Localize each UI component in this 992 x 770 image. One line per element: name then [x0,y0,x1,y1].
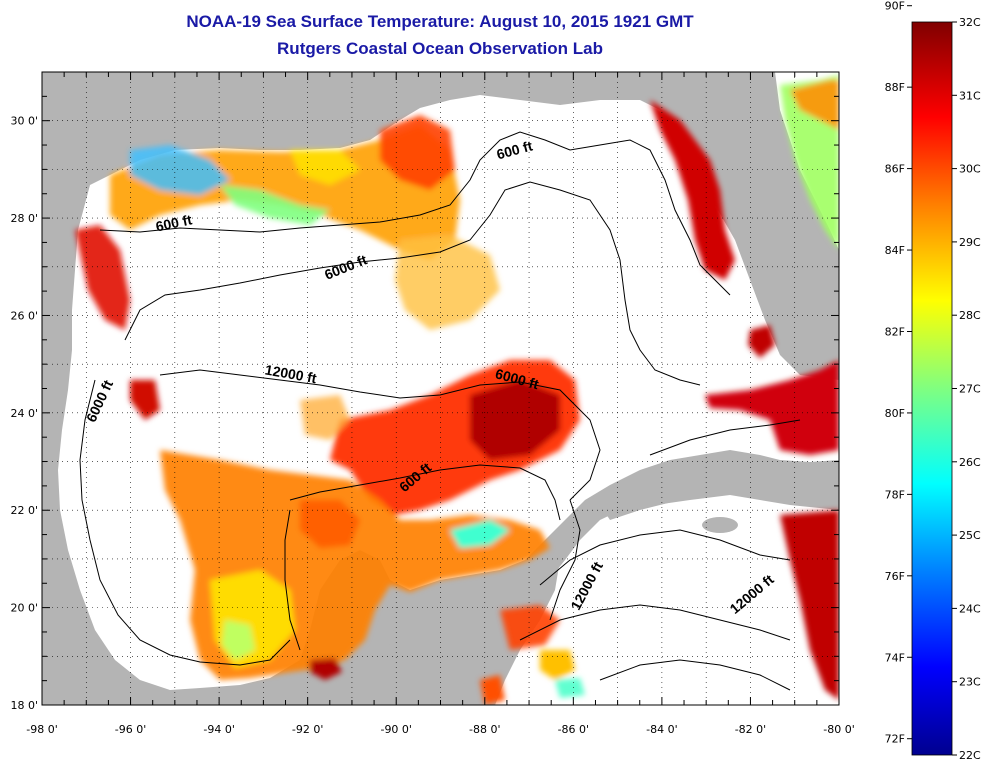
depth-contours [79,131,801,691]
contour-6000ft-north [124,181,701,386]
lat-tick-label: 26 0' [10,309,38,322]
cuba-land [600,462,839,520]
contour-caribbean-c [599,659,791,691]
fahrenheit-label: 90F [885,0,905,13]
celsius-label: 30C [959,163,981,176]
lon-tick-label: -92 0' [292,723,324,736]
fahrenheit-label: 78F [885,488,905,501]
celsius-label: 29C [959,236,981,249]
colorbar-ticks: 32C 31C 30C 29C 28C 27C 26C 25C 24C 23C 22C 90F 88F 8… [885,0,981,762]
lat-tick-label: 24 0' [10,407,38,420]
contour-600ft-north [99,131,731,296]
yucatan-land [380,548,560,705]
fahrenheit-label: 74F [885,651,905,664]
fahrenheit-label: 86F [885,163,905,176]
lat-tick-label: 30 0' [10,115,38,128]
celsius-label: 22C [959,749,981,762]
ocean-layer [58,72,839,705]
celsius-label: 24C [959,602,981,615]
lon-tick-label: -84 0' [646,723,678,736]
island-land [702,517,738,533]
lon-tick-label: -88 0' [469,723,501,736]
fahrenheit-label: 82F [885,325,905,338]
map-grid [42,72,839,705]
contour-florida-straits [649,419,801,456]
fahrenheit-label: 80F [885,407,905,420]
lat-tick-label: 22 0' [10,504,38,517]
lat-tick-label: 18 0' [10,699,38,712]
lat-tick-label: 28 0' [10,212,38,225]
lon-tick-label: -80 0' [823,723,855,736]
contour-cayman [549,499,581,621]
contour-caribbean-b [519,604,791,641]
contour-6000ft-west [79,379,291,666]
celsius-label: 27C [959,383,981,396]
lon-tick-label: -90 0' [380,723,412,736]
celsius-label: 25C [959,529,981,542]
lon-tick-label: -94 0' [203,723,235,736]
lon-tick-label: -82 0' [735,723,767,736]
sst-data [75,75,839,705]
contour-600ft-campeche [284,509,301,651]
fahrenheit-label: 76F [885,570,905,583]
colorbar [911,21,953,756]
map-title: NOAA-19 Sea Surface Temperature: August … [186,12,694,31]
fahrenheit-label: 84F [885,244,905,257]
celsius-label: 32C [959,16,981,29]
lon-tick-label: -96 0' [115,723,147,736]
celsius-label: 28C [959,309,981,322]
lat-tick-label: 20 0' [10,602,38,615]
contour-600ft-yucatan [289,464,561,521]
axis-ticks: -98 0' -96 0' -94 0' -92 0' -90 0' -88 0' -86 … [10,71,855,736]
celsius-label: 23C [959,676,981,689]
contour-12000ft [159,369,601,501]
map-subtitle: Rutgers Coastal Ocean Observation Lab [277,39,603,58]
lon-tick-label: -86 0' [558,723,590,736]
fahrenheit-label: 88F [885,81,905,94]
contour-label: 600 ft [154,211,193,234]
fahrenheit-label: 72F [885,733,905,746]
celsius-label: 26C [959,456,981,469]
celsius-label: 31C [959,89,981,102]
lon-tick-label: -98 0' [26,723,58,736]
